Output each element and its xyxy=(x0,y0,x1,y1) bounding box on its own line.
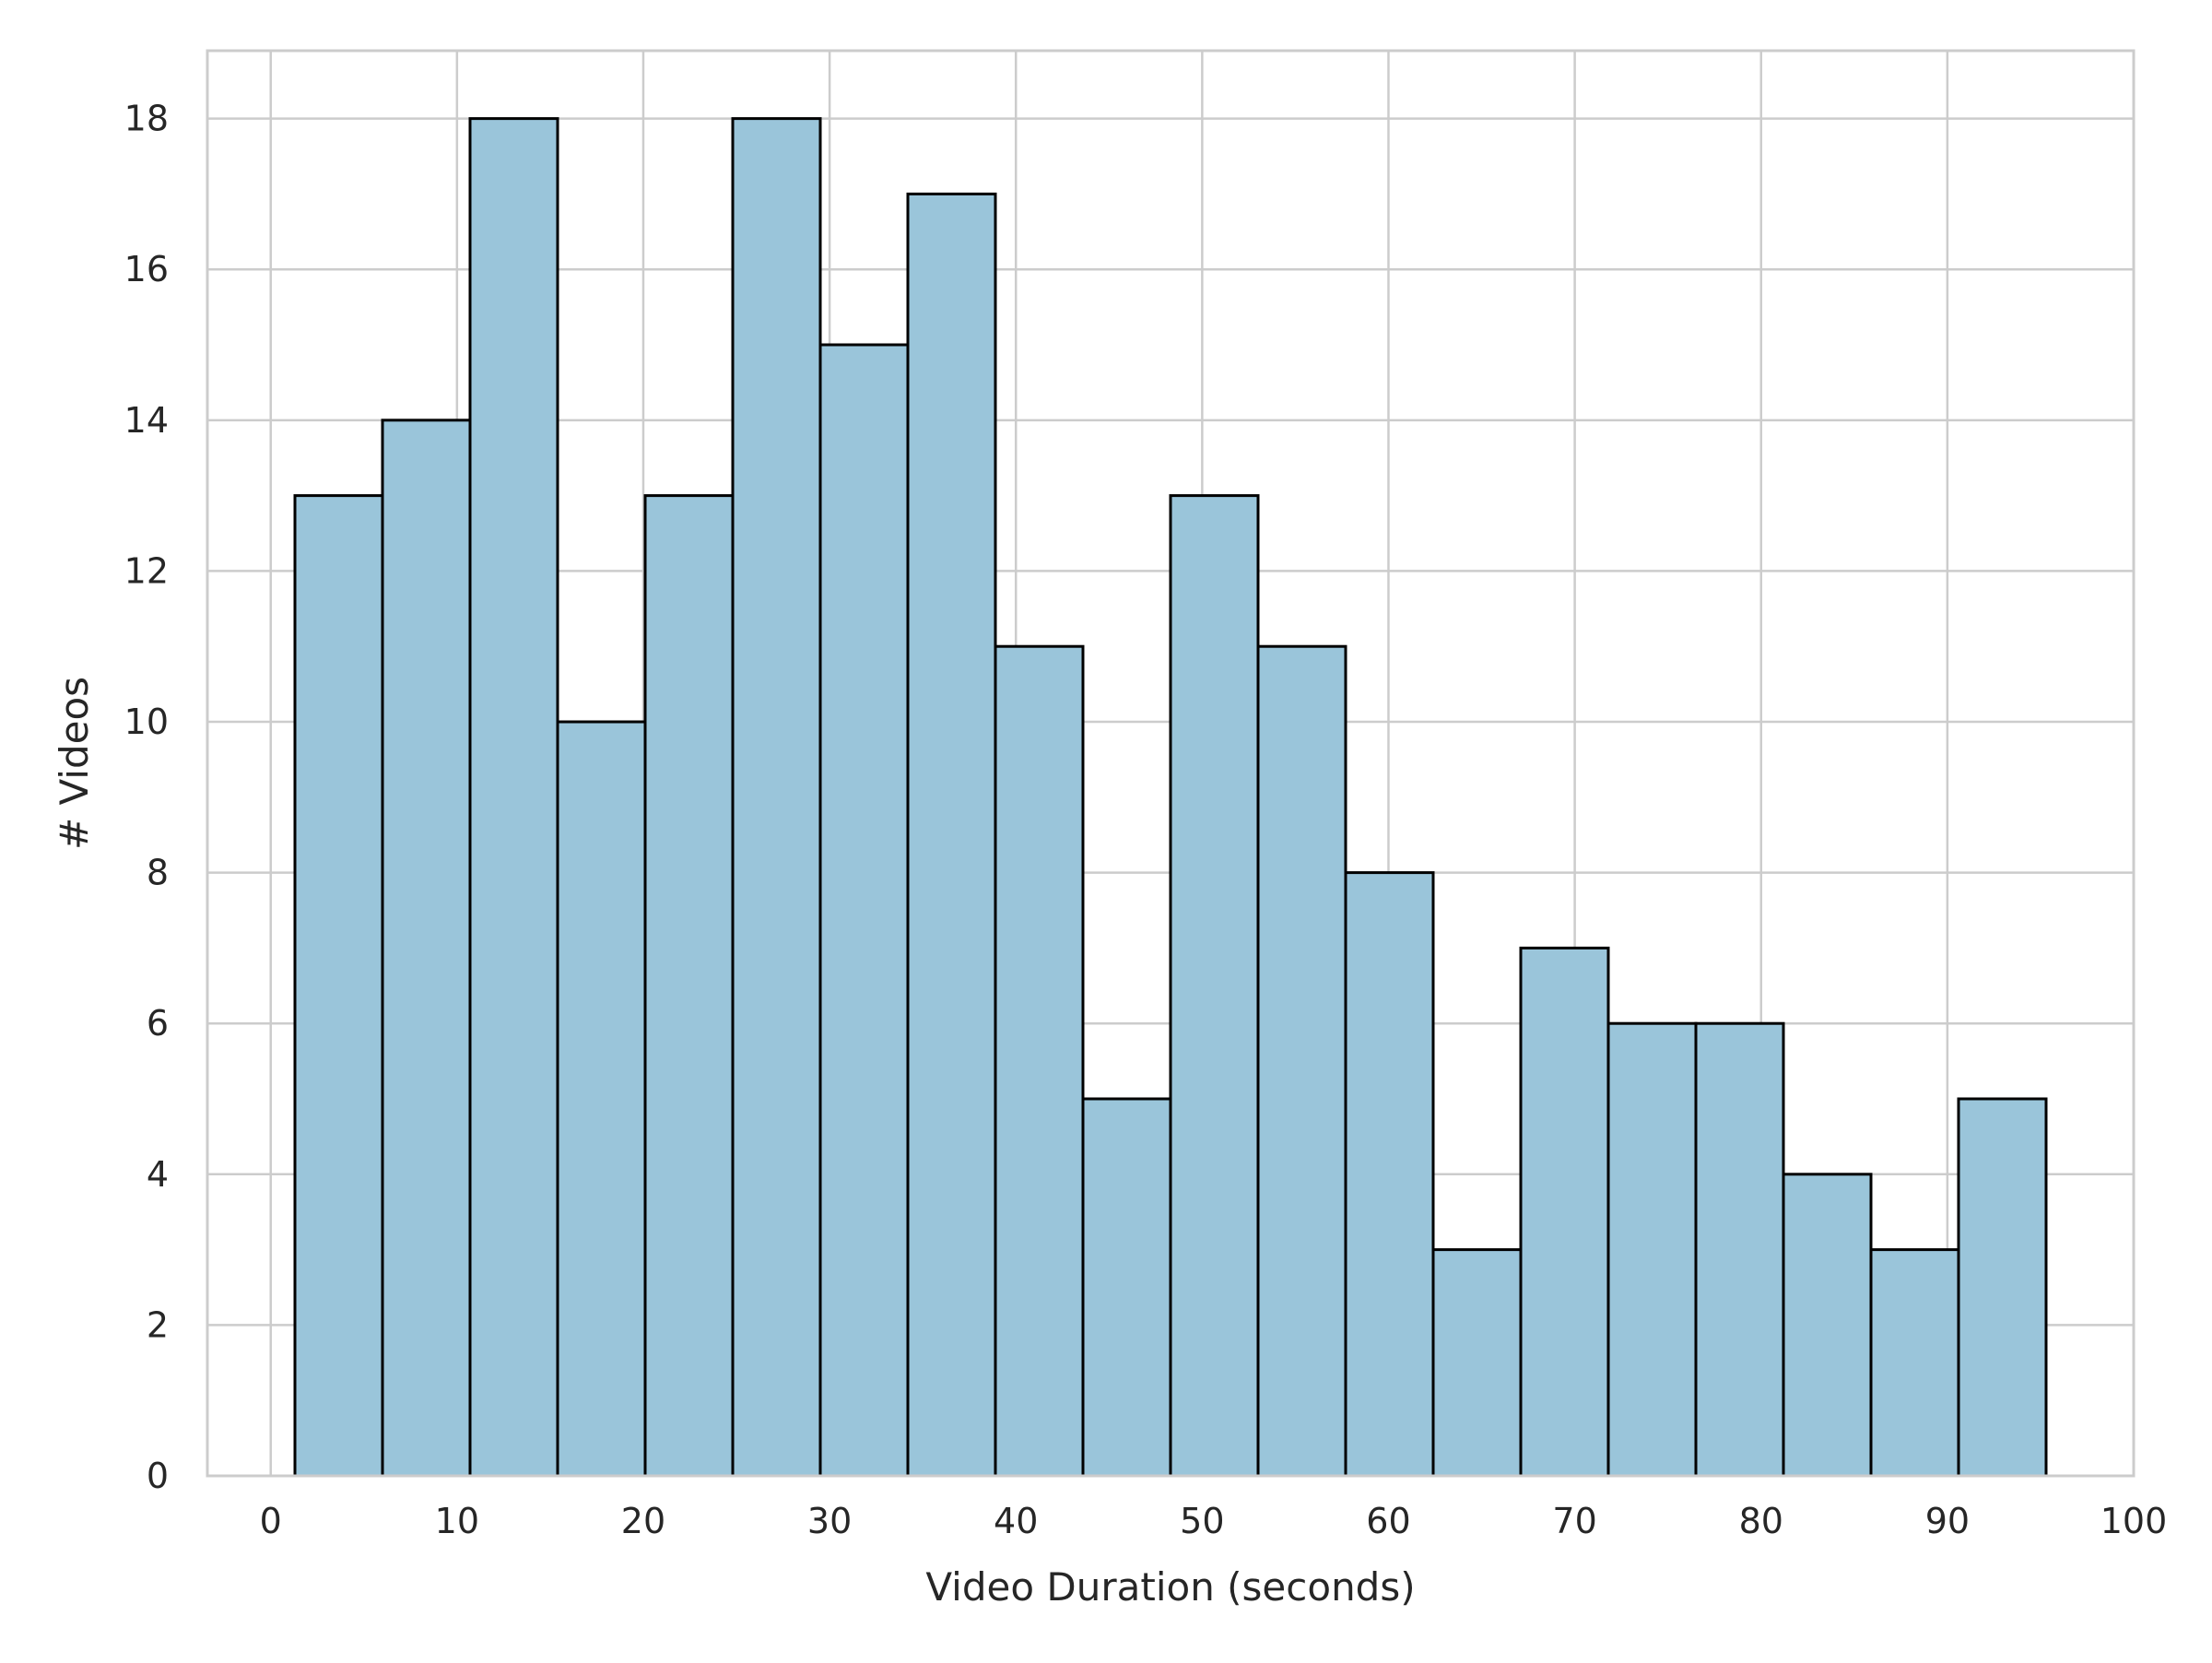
histogram-bar xyxy=(1519,946,1610,1478)
histogram-bar xyxy=(906,192,997,1478)
x-tick-label: 60 xyxy=(1366,1501,1410,1541)
x-tick-labels: 0 10 20 30 40 50 60 70 80 90 100 xyxy=(260,1501,2168,1541)
x-tick-label: 40 xyxy=(994,1501,1038,1541)
histogram-bar xyxy=(994,644,1085,1478)
histogram-bar xyxy=(1869,1248,1960,1478)
x-tick-label: 90 xyxy=(1925,1501,1970,1541)
y-tick-label: 0 xyxy=(147,1456,169,1496)
x-axis-label: Video Duration (seconds) xyxy=(925,1564,1415,1610)
x-tick-label: 30 xyxy=(807,1501,852,1541)
bars-layer xyxy=(293,117,2048,1478)
histogram-bar xyxy=(818,343,910,1478)
x-tick-label: 100 xyxy=(2100,1501,2168,1541)
histogram-bar xyxy=(1431,1248,1523,1478)
histogram-bar xyxy=(643,494,735,1478)
histogram-bar xyxy=(381,419,472,1478)
histogram-bar xyxy=(1782,1173,1873,1478)
y-tick-label: 18 xyxy=(124,99,169,139)
histogram-bar xyxy=(1081,1097,1172,1478)
x-tick-label: 20 xyxy=(621,1501,665,1541)
histogram-bar xyxy=(1957,1097,2048,1478)
plot-frame xyxy=(206,49,2136,1478)
histogram-bar xyxy=(293,494,384,1478)
y-tick-label: 14 xyxy=(124,400,169,441)
histogram-bar xyxy=(731,117,822,1478)
y-tick-label: 2 xyxy=(147,1304,169,1345)
x-tick-label: 10 xyxy=(435,1501,479,1541)
y-tick-label: 8 xyxy=(147,853,169,893)
y-axis-label: # Videos xyxy=(52,677,97,850)
histogram-bar xyxy=(1256,644,1347,1478)
histogram-bar xyxy=(1169,494,1260,1478)
x-tick-label: 80 xyxy=(1739,1501,1783,1541)
y-tick-label: 6 xyxy=(147,1003,169,1044)
x-tick-label: 50 xyxy=(1180,1501,1224,1541)
y-tick-label: 4 xyxy=(147,1154,169,1195)
x-tick-label: 70 xyxy=(1552,1501,1596,1541)
y-tick-label: 12 xyxy=(124,550,169,591)
y-tick-label: 10 xyxy=(124,702,169,742)
histogram-bar xyxy=(1344,871,1435,1478)
y-tick-label: 16 xyxy=(124,249,169,289)
histogram-bar xyxy=(1606,1021,1698,1478)
x-tick-label: 0 xyxy=(260,1501,282,1541)
y-tick-labels: 0 2 4 6 8 10 12 14 16 18 xyxy=(124,99,169,1496)
histogram-bar xyxy=(1694,1021,1785,1478)
histogram-bar xyxy=(556,720,647,1478)
histogram-bar xyxy=(468,117,559,1478)
